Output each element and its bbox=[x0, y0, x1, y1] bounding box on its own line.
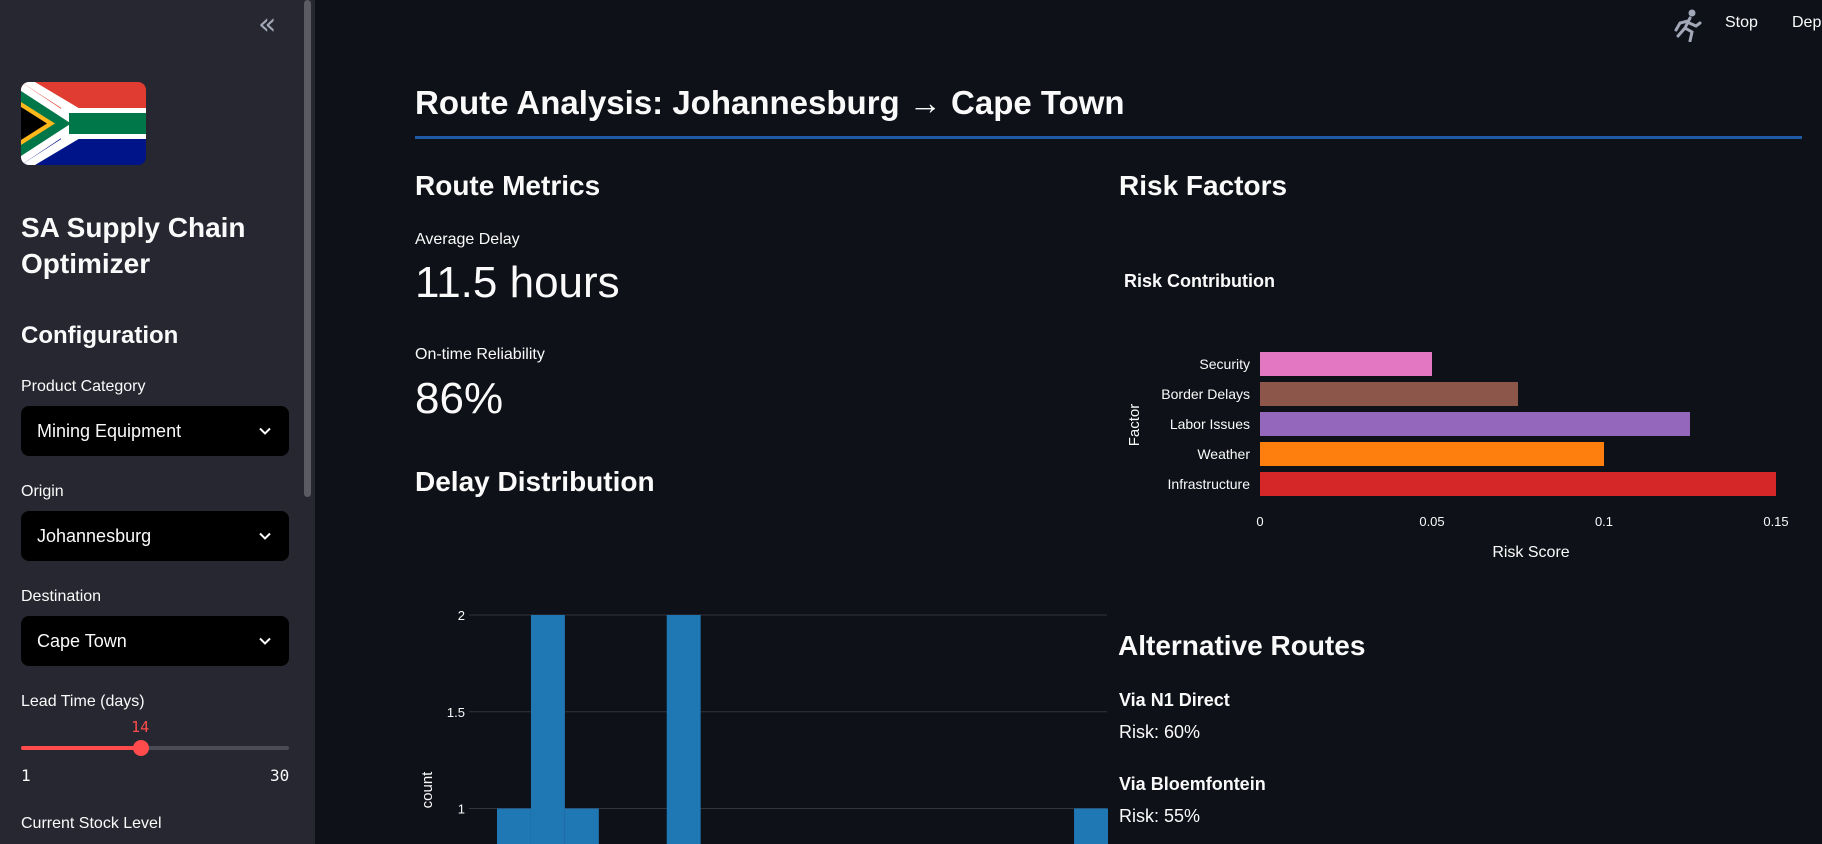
delay-distribution-chart: count 1 1.5 2 bbox=[419, 608, 1108, 844]
lead-time-slider-thumb[interactable] bbox=[133, 740, 150, 756]
risk-chart-title: Risk Contribution bbox=[1124, 271, 1275, 291]
risk-chart-ylabel: Factor bbox=[1126, 404, 1143, 447]
reliability-value: 86% bbox=[415, 374, 504, 423]
product-category-select[interactable]: Mining Equipment bbox=[21, 406, 289, 456]
risk-bar-border-delays bbox=[1260, 382, 1518, 406]
risk-chart-xlabel: Risk Score bbox=[1492, 544, 1569, 561]
sidebar: « SA Supply Chain Optimizer Configuratio… bbox=[0, 0, 315, 844]
hist-y-tick-label: 2 bbox=[458, 608, 465, 623]
lead-time-current-value: 14 bbox=[131, 718, 150, 736]
risk-x-tick-label: 0.1 bbox=[1595, 514, 1613, 529]
hist-bar bbox=[497, 808, 531, 844]
deploy-button[interactable]: Dep bbox=[1792, 14, 1822, 31]
title-divider bbox=[415, 136, 1802, 139]
hist-bar bbox=[530, 615, 565, 844]
hist-bar bbox=[564, 808, 599, 844]
lead-time-label: Lead Time (days) bbox=[21, 693, 145, 710]
lead-time-slider-fill bbox=[21, 746, 142, 750]
stock-level-label: Current Stock Level bbox=[21, 815, 162, 832]
product-category-label: Product Category bbox=[21, 378, 146, 395]
lead-time-min: 1 bbox=[21, 766, 31, 785]
risk-category-label: Security bbox=[1199, 356, 1250, 372]
chevron-down-icon bbox=[259, 532, 271, 540]
alt-route-name: Via N1 Direct bbox=[1119, 690, 1230, 710]
alternative-routes-heading: Alternative Routes bbox=[1118, 630, 1366, 661]
risk-category-label: Labor Issues bbox=[1170, 416, 1250, 432]
hist-bar bbox=[666, 615, 701, 844]
alt-route-name: Via Bloemfontein bbox=[1119, 774, 1266, 794]
risk-bar-infrastructure bbox=[1260, 472, 1776, 496]
risk-x-tick-label: 0.15 bbox=[1763, 514, 1788, 529]
chevron-down-icon bbox=[259, 637, 271, 645]
alt-route-risk: Risk: 55% bbox=[1119, 806, 1201, 826]
reliability-label: On-time Reliability bbox=[415, 346, 545, 363]
running-man-icon bbox=[1674, 9, 1702, 42]
delay-distribution-heading: Delay Distribution bbox=[415, 466, 655, 497]
hist-chart-ylabel: count bbox=[419, 771, 436, 809]
risk-factors-heading: Risk Factors bbox=[1119, 170, 1288, 201]
destination-label: Destination bbox=[21, 588, 102, 605]
chevron-down-icon bbox=[259, 427, 271, 435]
risk-category-label: Weather bbox=[1197, 446, 1250, 462]
app-title: SA Supply Chain Optimizer bbox=[21, 212, 246, 279]
lead-time-slider[interactable] bbox=[21, 740, 289, 756]
destination-select[interactable]: Cape Town bbox=[21, 616, 289, 666]
risk-bar-weather bbox=[1260, 442, 1604, 466]
hist-y-tick-label: 1.5 bbox=[447, 705, 465, 720]
configuration-heading: Configuration bbox=[21, 322, 179, 349]
collapse-sidebar-icon[interactable]: « bbox=[258, 7, 277, 42]
alt-route-risk: Risk: 60% bbox=[1119, 722, 1201, 742]
risk-bar-security bbox=[1260, 352, 1432, 376]
south-africa-flag-icon bbox=[21, 82, 146, 165]
risk-contribution-chart: Risk Contribution Factor Risk Score Secu… bbox=[1124, 271, 1789, 561]
hist-y-tick-label: 1 bbox=[458, 802, 465, 817]
origin-value: Johannesburg bbox=[37, 525, 152, 546]
risk-category-label: Infrastructure bbox=[1168, 476, 1251, 492]
page-title: Route Analysis: Johannesburg → Cape Town bbox=[415, 84, 1125, 121]
sidebar-scrollbar[interactable] bbox=[304, 0, 311, 497]
risk-x-tick-label: 0.05 bbox=[1419, 514, 1444, 529]
hist-bar bbox=[1074, 808, 1108, 844]
origin-select[interactable]: Johannesburg bbox=[21, 511, 289, 561]
risk-category-label: Border Delays bbox=[1161, 386, 1250, 402]
origin-label: Origin bbox=[21, 483, 64, 500]
route-metrics-heading: Route Metrics bbox=[415, 170, 601, 201]
lead-time-max: 30 bbox=[270, 766, 290, 785]
average-delay-label: Average Delay bbox=[415, 231, 520, 248]
average-delay-value: 11.5 hours bbox=[415, 258, 620, 307]
destination-value: Cape Town bbox=[37, 630, 127, 651]
stop-button[interactable]: Stop bbox=[1725, 14, 1758, 31]
risk-bar-labor-issues bbox=[1260, 412, 1690, 436]
product-category-value: Mining Equipment bbox=[37, 420, 182, 441]
risk-x-tick-label: 0 bbox=[1256, 514, 1263, 529]
